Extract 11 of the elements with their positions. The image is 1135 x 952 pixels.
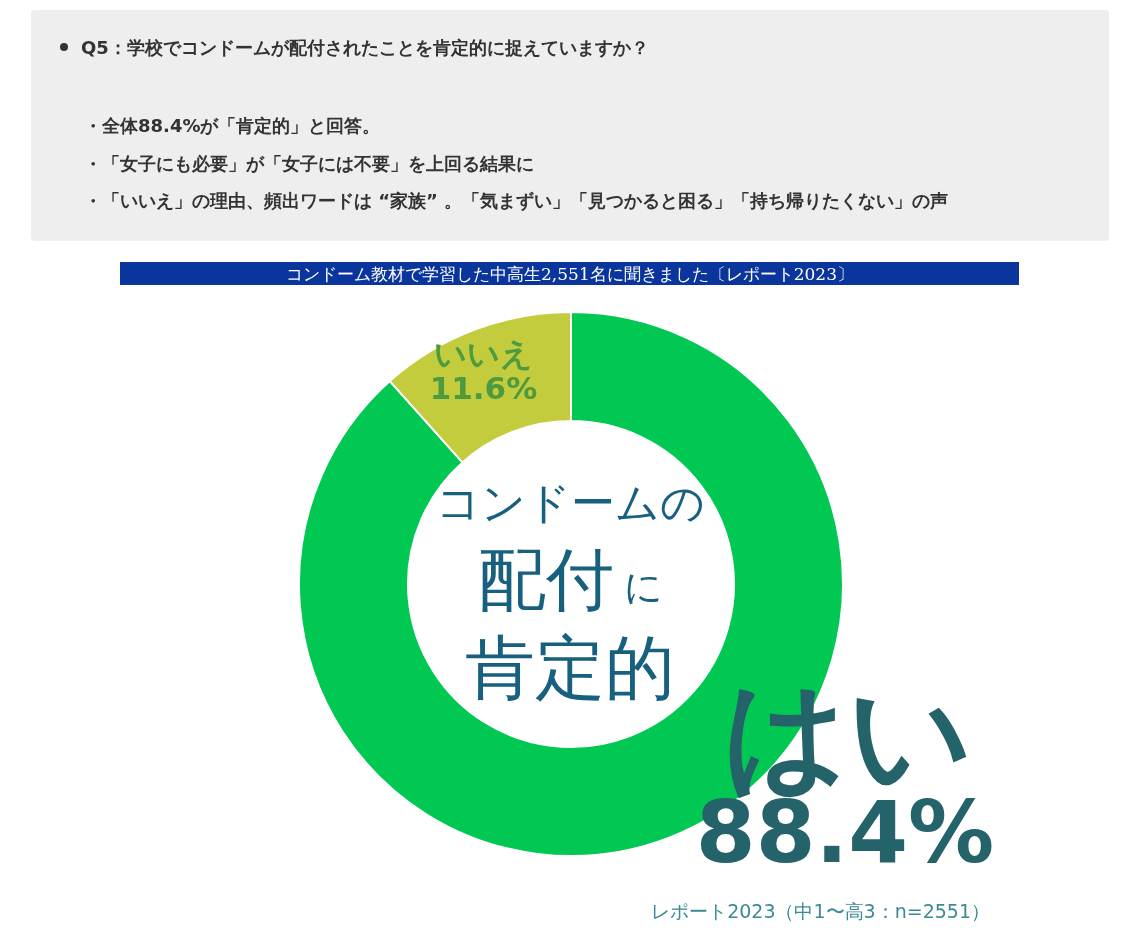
text: に bbox=[623, 565, 663, 609]
chart-subtitle: コンドーム教材で学習した中高生2,551名に聞きました〔レポート2023〕 bbox=[286, 264, 854, 284]
text: レポート2023（中1〜高3：n=2551） bbox=[651, 900, 990, 922]
text: 配付 bbox=[478, 540, 614, 619]
text: ・「いいえ」の理由、頻出ワードは “家族” 。「気まずい」「見つかると困る」「持ち帰りたくない」の声 bbox=[84, 190, 949, 212]
text: ・「女子にも必要」が「女子には不要」を上回る結果に bbox=[84, 152, 534, 174]
text: ・全体88.4%が「肯定的」と回答。 bbox=[84, 115, 381, 136]
text: 肯定的 bbox=[465, 627, 675, 709]
chart-title: Q5：学校でコンドームが配付されたことを肯定的に捉えていますか？ bbox=[81, 37, 649, 58]
slice-label: いいえ bbox=[433, 334, 533, 373]
text: コンドームの bbox=[435, 477, 705, 528]
